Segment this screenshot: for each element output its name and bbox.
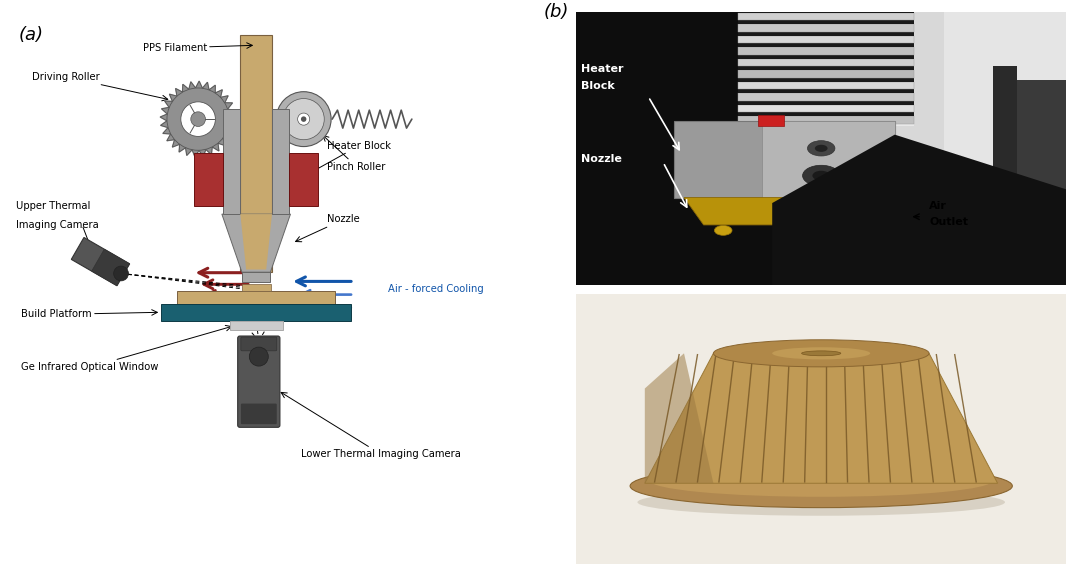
- Text: Pinch Roller: Pinch Roller: [323, 135, 386, 172]
- Ellipse shape: [713, 340, 929, 367]
- Circle shape: [300, 116, 306, 122]
- Text: Heater: Heater: [582, 64, 624, 74]
- Circle shape: [808, 141, 835, 156]
- Text: Air: Air: [929, 200, 947, 210]
- Bar: [738, 112, 914, 116]
- Bar: [738, 36, 914, 43]
- Ellipse shape: [638, 488, 1005, 516]
- Bar: [738, 43, 914, 47]
- Bar: [738, 20, 914, 24]
- Bar: [177, 291, 335, 304]
- Ellipse shape: [649, 464, 993, 497]
- Circle shape: [815, 145, 827, 152]
- Bar: [272, 108, 289, 214]
- Circle shape: [812, 170, 830, 181]
- Bar: [738, 55, 914, 59]
- FancyBboxPatch shape: [241, 337, 277, 351]
- Bar: [993, 66, 1018, 176]
- Circle shape: [191, 112, 206, 127]
- Bar: [195, 153, 223, 206]
- Ellipse shape: [772, 347, 870, 359]
- Polygon shape: [71, 237, 129, 286]
- Text: Heater Block: Heater Block: [300, 141, 391, 178]
- Circle shape: [297, 113, 310, 125]
- Text: Ge Infrared Optical Window: Ge Infrared Optical Window: [22, 325, 232, 372]
- Circle shape: [802, 165, 840, 186]
- Text: Nozzle: Nozzle: [582, 154, 623, 164]
- Bar: [880, 12, 1066, 285]
- Bar: [738, 9, 914, 13]
- Text: Outlet: Outlet: [929, 217, 968, 227]
- Text: Imaging Camera: Imaging Camera: [16, 219, 99, 230]
- Text: Block: Block: [582, 81, 615, 92]
- Text: (a): (a): [18, 26, 44, 44]
- Circle shape: [714, 225, 732, 236]
- Bar: [738, 105, 914, 112]
- Bar: [738, 13, 914, 20]
- Polygon shape: [92, 249, 129, 286]
- Polygon shape: [645, 353, 713, 483]
- Bar: [229, 321, 282, 330]
- Bar: [738, 82, 914, 89]
- Bar: [738, 89, 914, 93]
- Circle shape: [249, 347, 268, 366]
- Circle shape: [167, 88, 229, 150]
- Bar: [241, 284, 270, 291]
- Bar: [757, 115, 784, 127]
- Bar: [738, 66, 914, 70]
- Bar: [763, 121, 895, 198]
- Bar: [289, 153, 318, 206]
- Bar: [223, 108, 240, 214]
- Circle shape: [283, 98, 324, 140]
- Text: Nozzle: Nozzle: [295, 214, 360, 242]
- Bar: [162, 304, 351, 321]
- Bar: [738, 70, 914, 78]
- Text: Build Platform: Build Platform: [22, 309, 157, 319]
- Text: PPS Filament: PPS Filament: [142, 43, 252, 53]
- Bar: [738, 93, 914, 101]
- Text: Upper Thermal: Upper Thermal: [16, 201, 90, 211]
- Circle shape: [181, 102, 215, 137]
- Bar: [674, 121, 895, 198]
- Circle shape: [276, 92, 331, 146]
- Polygon shape: [160, 81, 236, 157]
- Bar: [1018, 80, 1066, 285]
- Text: Lower Thermal Imaging Camera: Lower Thermal Imaging Camera: [281, 392, 461, 459]
- Text: Driving Roller: Driving Roller: [32, 72, 168, 101]
- Ellipse shape: [630, 464, 1012, 507]
- Bar: [738, 116, 914, 124]
- Text: Air - forced Cooling: Air - forced Cooling: [388, 285, 484, 294]
- Bar: [778, 12, 914, 127]
- Ellipse shape: [801, 351, 841, 356]
- Bar: [738, 101, 914, 105]
- FancyBboxPatch shape: [238, 336, 280, 427]
- Bar: [242, 272, 270, 282]
- Bar: [738, 59, 914, 66]
- Bar: [943, 12, 1066, 285]
- Polygon shape: [772, 135, 1066, 285]
- Bar: [240, 35, 272, 272]
- Circle shape: [114, 266, 128, 281]
- Text: (b): (b): [544, 3, 570, 21]
- Bar: [738, 24, 914, 32]
- Polygon shape: [240, 214, 272, 270]
- Bar: [738, 78, 914, 82]
- Polygon shape: [684, 198, 807, 225]
- Polygon shape: [222, 214, 291, 272]
- FancyBboxPatch shape: [241, 404, 277, 424]
- Bar: [738, 32, 914, 36]
- Polygon shape: [645, 353, 997, 483]
- Bar: [738, 47, 914, 55]
